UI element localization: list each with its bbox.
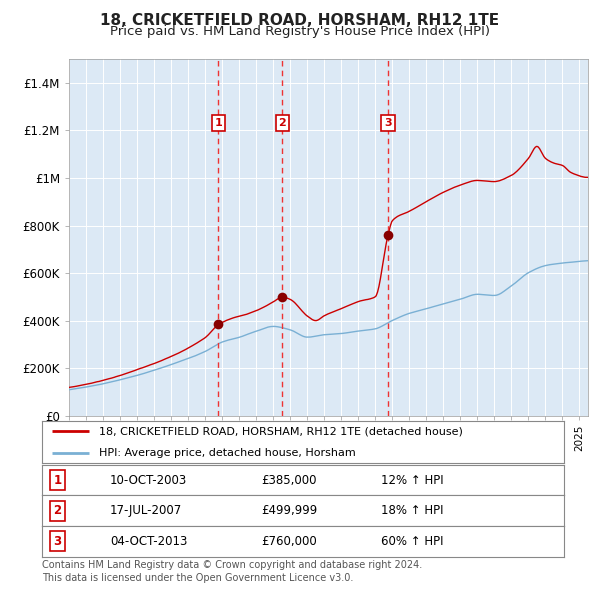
Text: HPI: Average price, detached house, Horsham: HPI: Average price, detached house, Hors… — [100, 448, 356, 457]
Text: 60% ↑ HPI: 60% ↑ HPI — [382, 535, 444, 548]
Text: 1: 1 — [53, 474, 62, 487]
Text: Contains HM Land Registry data © Crown copyright and database right 2024.: Contains HM Land Registry data © Crown c… — [42, 560, 422, 570]
Text: 18% ↑ HPI: 18% ↑ HPI — [382, 504, 444, 517]
Text: £499,999: £499,999 — [261, 504, 317, 517]
Text: 1: 1 — [215, 118, 222, 128]
Text: 3: 3 — [384, 118, 392, 128]
Text: 18, CRICKETFIELD ROAD, HORSHAM, RH12 1TE (detached house): 18, CRICKETFIELD ROAD, HORSHAM, RH12 1TE… — [100, 427, 463, 436]
Text: 2: 2 — [53, 504, 62, 517]
Text: 2: 2 — [278, 118, 286, 128]
Text: 04-OCT-2013: 04-OCT-2013 — [110, 535, 187, 548]
Text: 10-OCT-2003: 10-OCT-2003 — [110, 474, 187, 487]
Text: 12% ↑ HPI: 12% ↑ HPI — [382, 474, 444, 487]
Text: 17-JUL-2007: 17-JUL-2007 — [110, 504, 182, 517]
Text: 18, CRICKETFIELD ROAD, HORSHAM, RH12 1TE: 18, CRICKETFIELD ROAD, HORSHAM, RH12 1TE — [100, 13, 500, 28]
Text: £760,000: £760,000 — [261, 535, 317, 548]
Text: This data is licensed under the Open Government Licence v3.0.: This data is licensed under the Open Gov… — [42, 573, 353, 583]
Text: £385,000: £385,000 — [261, 474, 317, 487]
Text: Price paid vs. HM Land Registry's House Price Index (HPI): Price paid vs. HM Land Registry's House … — [110, 25, 490, 38]
Text: 3: 3 — [53, 535, 62, 548]
